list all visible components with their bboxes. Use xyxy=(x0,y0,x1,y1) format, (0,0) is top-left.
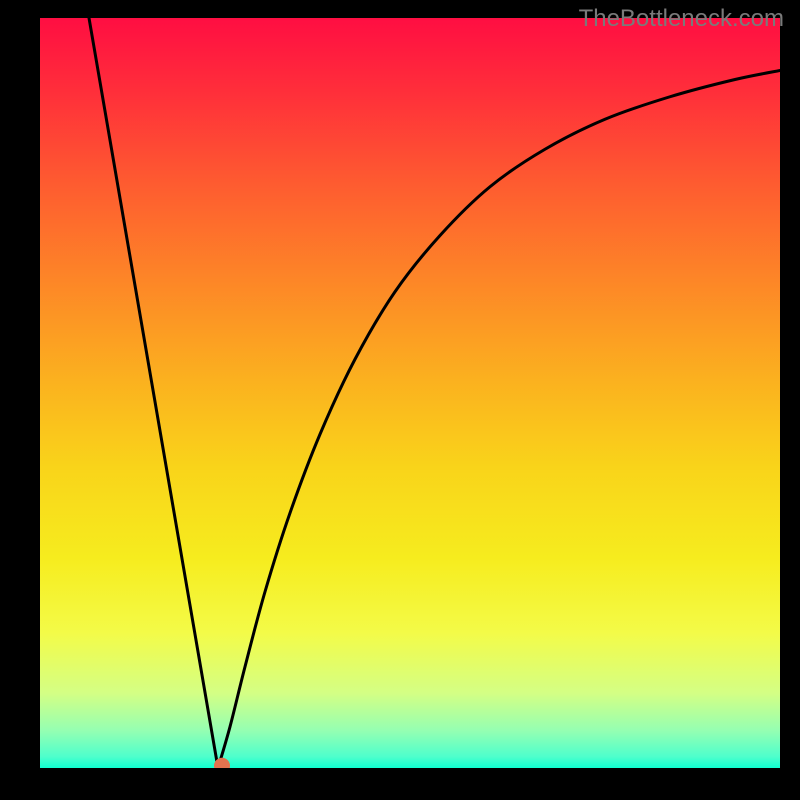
gradient-chart xyxy=(40,18,780,768)
watermark-label: TheBottleneck.com xyxy=(579,5,784,33)
gradient-background xyxy=(40,18,780,768)
figure-canvas: TheBottleneck.com xyxy=(0,0,800,800)
plot-area xyxy=(40,18,780,768)
